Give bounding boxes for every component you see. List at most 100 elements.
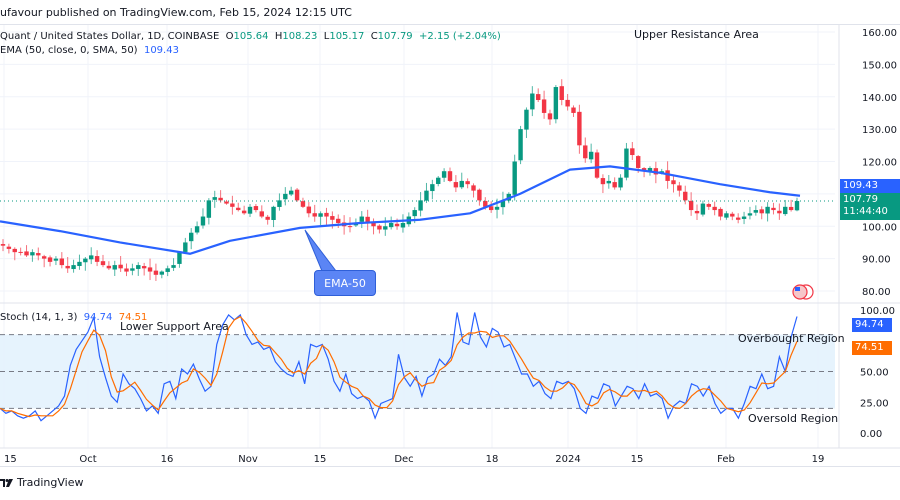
stoch-axis-label: 25.00 xyxy=(860,398,889,409)
ema-value: 109.43 xyxy=(143,45,179,56)
stoch-k-line xyxy=(0,312,798,422)
ema-price-tag: 109.43 xyxy=(840,179,900,193)
candle-body xyxy=(753,210,759,213)
low-value: 105.17 xyxy=(329,31,365,42)
candle-body xyxy=(30,252,35,256)
brand-name[interactable]: TradingView xyxy=(17,476,84,489)
candle-body xyxy=(677,185,682,191)
candle-body xyxy=(430,184,435,192)
candle-body xyxy=(500,200,506,208)
candle-body xyxy=(524,109,529,130)
candle-body xyxy=(606,180,611,184)
candle-body xyxy=(36,253,41,256)
flag-canton xyxy=(795,287,800,291)
close-value: 107.79 xyxy=(377,31,413,42)
stoch-axis-label: 100.00 xyxy=(860,306,895,317)
candle-body xyxy=(712,206,717,211)
time-axis-label: 16 xyxy=(161,454,174,465)
candle-body xyxy=(794,201,800,211)
time-axis-label: Oct xyxy=(79,454,96,465)
candle-body xyxy=(336,218,341,224)
bar-countdown: 11:44:40 xyxy=(843,206,888,217)
footer: TradingView xyxy=(0,476,83,489)
stoch-k-value: 94.74 xyxy=(83,312,113,323)
candle-body xyxy=(359,216,364,222)
candle-body xyxy=(441,171,447,178)
candle-body xyxy=(788,206,794,211)
candle-body xyxy=(612,182,617,188)
candle-body xyxy=(683,191,688,201)
candle-body xyxy=(100,261,106,266)
candle-body xyxy=(488,206,494,211)
candle-body xyxy=(483,200,488,207)
candle-body xyxy=(300,201,306,207)
candle-body xyxy=(747,213,753,216)
candle-body xyxy=(647,167,653,173)
candle-body xyxy=(71,265,76,270)
ema-label[interactable]: EMA (50, close, 0, SMA, 50) xyxy=(0,45,138,56)
top-divider xyxy=(0,24,900,25)
main-legend: Quant / United States Dollar, 1D, COINBA… xyxy=(0,30,501,58)
price-axis-label: 120.00 xyxy=(862,158,897,169)
candle-body xyxy=(741,216,747,219)
time-axis-label: Dec xyxy=(394,454,413,465)
stoch-label[interactable]: Stoch (14, 1, 3) xyxy=(0,312,78,323)
candle-body xyxy=(306,206,312,214)
candle-body xyxy=(312,213,317,217)
candle-body xyxy=(624,148,629,178)
symbol-label[interactable]: Quant / United States Dollar, 1D, COINBA… xyxy=(0,31,220,42)
candle-body xyxy=(112,265,117,270)
candle-body xyxy=(241,210,247,214)
candle-body xyxy=(765,206,770,214)
time-axis-label: 15 xyxy=(631,454,644,465)
stoch-d-value: 74.51 xyxy=(118,312,148,323)
time-axis-label: 19 xyxy=(812,454,825,465)
candle-body xyxy=(759,209,764,214)
candle-body xyxy=(694,210,700,214)
overbought-label: Overbought Region xyxy=(738,332,845,345)
candle-body xyxy=(571,107,576,113)
candle-body xyxy=(718,208,723,217)
candle-body xyxy=(494,206,500,210)
candle-body xyxy=(283,193,288,200)
stoch-legend: Stoch (14, 1, 3) 94.74 74.51 xyxy=(0,312,147,323)
candle-body xyxy=(706,204,711,207)
candle-body xyxy=(171,265,176,268)
candle-body xyxy=(206,200,212,218)
candle-body xyxy=(688,200,694,211)
time-axis-label: 15 xyxy=(4,454,17,465)
upper-resistance-label: Upper Resistance Area xyxy=(634,28,759,41)
candle-body xyxy=(165,268,170,272)
candle-body xyxy=(730,213,735,217)
candle-body xyxy=(347,226,353,228)
candle-body xyxy=(530,93,535,110)
candle-body xyxy=(147,267,153,272)
stoch-d-tag: 74.51 xyxy=(852,341,892,355)
price-axis-label: 150.00 xyxy=(862,60,897,71)
time-axis-label: 15 xyxy=(314,454,327,465)
candle-body xyxy=(0,244,6,246)
chart-canvas[interactable]: 160.00150.00140.00130.00120.00100.0090.0… xyxy=(0,0,900,470)
candle-body xyxy=(383,226,388,230)
candle-body xyxy=(577,111,582,146)
candle-body xyxy=(453,182,459,188)
candle-body xyxy=(641,168,647,172)
stoch-d-line xyxy=(0,315,798,418)
time-axis-label: 2024 xyxy=(555,454,580,465)
stoch-axis-label: 50.00 xyxy=(860,368,889,379)
price-axis-label: 160.00 xyxy=(862,28,897,39)
candle-body xyxy=(600,178,606,185)
candle-body xyxy=(512,161,517,195)
change-value: +2.15 (+2.04%) xyxy=(419,31,501,42)
candle-body xyxy=(394,223,400,227)
candle-body xyxy=(541,99,547,113)
candle-body xyxy=(547,113,553,120)
price-axis-label: 80.00 xyxy=(862,287,891,298)
close-label: C xyxy=(370,31,378,42)
candle-body xyxy=(735,217,741,220)
candle-body xyxy=(141,266,147,269)
candle-body xyxy=(418,200,423,211)
price-axis-label: 100.00 xyxy=(862,222,897,233)
candle-body xyxy=(565,99,570,107)
candle-body xyxy=(106,265,112,269)
